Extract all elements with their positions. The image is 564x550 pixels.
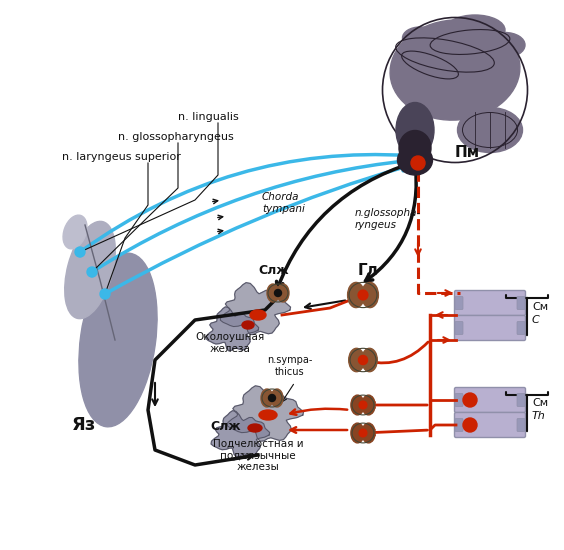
Ellipse shape [261,389,273,407]
Polygon shape [227,386,303,441]
Text: n.glossopha-
ryngeus: n.glossopha- ryngeus [355,208,421,230]
Ellipse shape [63,215,87,249]
Text: n.sympa-
thicus: n.sympa- thicus [267,355,312,377]
Ellipse shape [403,27,438,49]
FancyBboxPatch shape [517,296,525,310]
Ellipse shape [445,15,505,45]
FancyBboxPatch shape [455,412,526,437]
Ellipse shape [347,282,364,307]
Ellipse shape [362,423,375,443]
Ellipse shape [396,102,434,157]
Circle shape [359,401,367,409]
Circle shape [463,393,477,407]
FancyBboxPatch shape [455,419,463,432]
Polygon shape [221,283,290,334]
Ellipse shape [259,410,277,420]
Circle shape [411,156,425,170]
Ellipse shape [250,310,266,320]
Ellipse shape [362,395,375,415]
FancyBboxPatch shape [455,290,526,316]
Ellipse shape [271,389,283,407]
Ellipse shape [351,423,364,443]
Polygon shape [76,249,84,257]
Text: Слж: Слж [210,420,241,433]
Ellipse shape [351,395,364,415]
Polygon shape [88,269,96,277]
Text: n. laryngeus superior: n. laryngeus superior [62,152,181,162]
Ellipse shape [349,348,364,372]
Ellipse shape [485,32,525,58]
Text: Подчелюстная и
подъязычные
железы: Подчелюстная и подъязычные железы [213,439,303,472]
Text: Слж: Слж [258,264,289,277]
Text: Th: Th [532,411,546,421]
FancyBboxPatch shape [517,322,525,334]
Text: Chorda
tympani: Chorda tympani [262,192,305,214]
Polygon shape [211,411,270,457]
Ellipse shape [267,284,279,302]
Circle shape [359,429,367,437]
Ellipse shape [277,284,289,302]
FancyBboxPatch shape [517,419,525,432]
Ellipse shape [242,321,254,329]
Ellipse shape [65,221,115,318]
FancyBboxPatch shape [517,393,525,406]
FancyBboxPatch shape [455,388,526,412]
Polygon shape [206,307,259,351]
Ellipse shape [362,282,378,307]
Text: C: C [532,315,540,325]
Circle shape [358,290,368,300]
Circle shape [75,247,85,257]
Text: См: См [532,398,548,408]
FancyBboxPatch shape [455,322,463,334]
Text: Яз: Яз [72,416,96,434]
Circle shape [268,394,275,402]
FancyBboxPatch shape [455,316,526,340]
Text: Гл: Гл [358,263,378,278]
Circle shape [275,289,281,296]
Circle shape [87,267,97,277]
Ellipse shape [248,424,262,432]
FancyBboxPatch shape [455,296,463,310]
Text: n. lingualis: n. lingualis [178,112,239,122]
FancyBboxPatch shape [455,393,463,406]
Text: n. glossopharyngeus: n. glossopharyngeus [118,132,233,142]
Circle shape [100,289,110,299]
Circle shape [463,418,477,432]
Polygon shape [101,291,109,299]
Ellipse shape [79,253,157,427]
Text: См: См [532,302,548,312]
Ellipse shape [362,348,377,372]
Text: Околоушная
железа: Околоушная железа [195,332,265,354]
Ellipse shape [399,130,431,166]
Ellipse shape [398,145,433,175]
Circle shape [359,355,368,365]
Ellipse shape [457,107,522,152]
Ellipse shape [390,20,520,120]
Text: Пм: Пм [455,145,480,160]
